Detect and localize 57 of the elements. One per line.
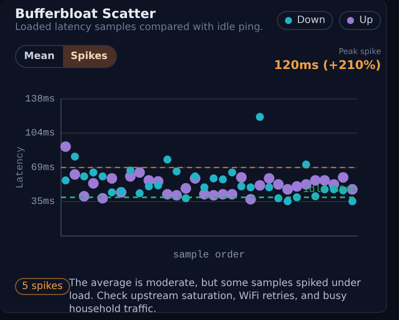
- y-tick-label: 35ms: [30, 196, 55, 208]
- point: [284, 197, 292, 206]
- point: [237, 182, 246, 190]
- text: 120ms (+210%): [274, 58, 381, 72]
- point: [302, 160, 310, 169]
- point: [89, 168, 98, 176]
- point: [70, 169, 80, 180]
- point: [88, 178, 99, 189]
- point: [126, 166, 134, 174]
- point: [106, 173, 118, 184]
- point: [117, 187, 126, 196]
- point: [98, 172, 107, 180]
- point: [348, 197, 356, 206]
- point: [319, 175, 330, 186]
- text: Spikes: [62, 46, 116, 67]
- point: [172, 167, 181, 176]
- point: [226, 189, 238, 200]
- point: [292, 181, 302, 192]
- text: Mean: [23, 50, 56, 64]
- point: [108, 188, 116, 196]
- y-tick-label: 138ms: [24, 94, 55, 106]
- point: [163, 156, 172, 164]
- point: [338, 172, 348, 183]
- text: The average is moderate, but some samples spiked under load. Check upstream saturation, WiFi retries, and busy household traffic.: [69, 277, 362, 316]
- point: [254, 180, 266, 191]
- legend-label: Down: [296, 15, 326, 26]
- point: [62, 176, 70, 184]
- chart-title: Bufferbloat Scatter: [15, 7, 156, 22]
- point: [180, 183, 192, 194]
- y-axis-title: Latency: [16, 146, 27, 189]
- point: [144, 182, 153, 190]
- point: [264, 173, 274, 184]
- point: [265, 183, 274, 192]
- point: [282, 184, 293, 195]
- x-axis-title: sample order: [172, 250, 246, 262]
- point: [218, 175, 227, 184]
- y-tick-label: 69ms: [30, 163, 55, 174]
- y-tick-label: 104ms: [24, 128, 55, 140]
- text: Peak spike: [338, 47, 381, 56]
- point: [200, 183, 208, 192]
- point: [210, 174, 218, 182]
- point: [136, 189, 144, 198]
- point: [256, 112, 264, 121]
- point: [80, 172, 88, 180]
- legend-label: Up: [359, 15, 373, 26]
- point: [246, 183, 255, 192]
- point: [245, 194, 256, 205]
- point: [273, 179, 284, 190]
- text: 5 spikes: [15, 278, 70, 295]
- point: [228, 168, 236, 176]
- chart-subtitle: Loaded latency samples compared with idle ping.: [15, 22, 264, 33]
- point: [191, 172, 200, 180]
- point: [70, 152, 79, 161]
- point: [134, 167, 145, 178]
- point: [236, 172, 247, 183]
- point: [154, 181, 162, 190]
- point: [60, 141, 71, 152]
